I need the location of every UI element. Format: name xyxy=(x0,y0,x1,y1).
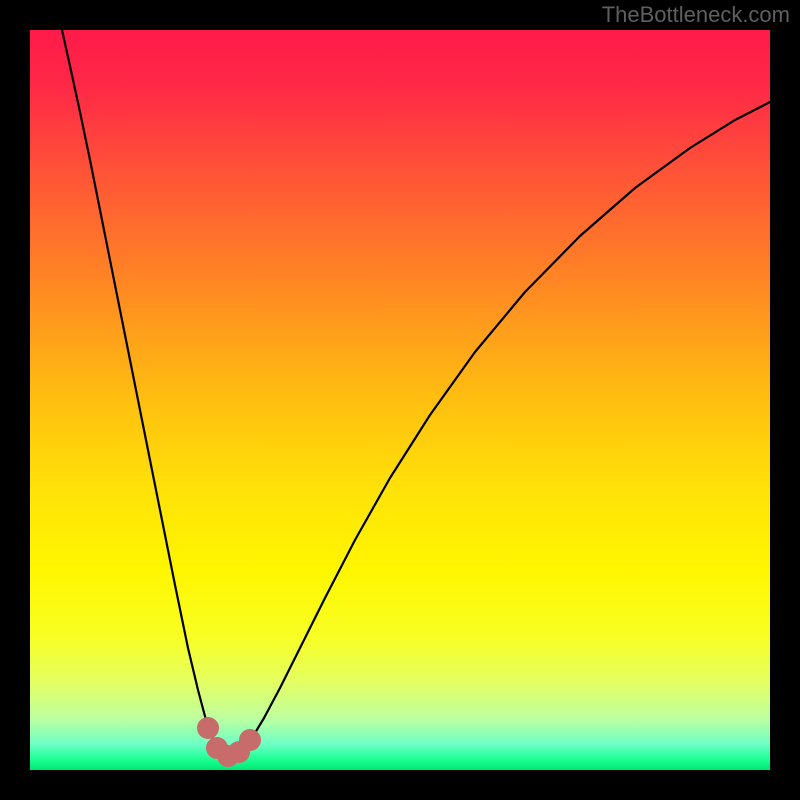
curve-layer xyxy=(30,30,770,770)
watermark-text: TheBottleneck.com xyxy=(602,2,790,28)
optimal-marker-dot xyxy=(239,729,261,751)
optimal-marker-dot xyxy=(197,717,219,739)
chart-outer-frame: TheBottleneck.com xyxy=(0,0,800,800)
plot-area xyxy=(30,30,770,770)
performance-curve xyxy=(62,30,770,757)
